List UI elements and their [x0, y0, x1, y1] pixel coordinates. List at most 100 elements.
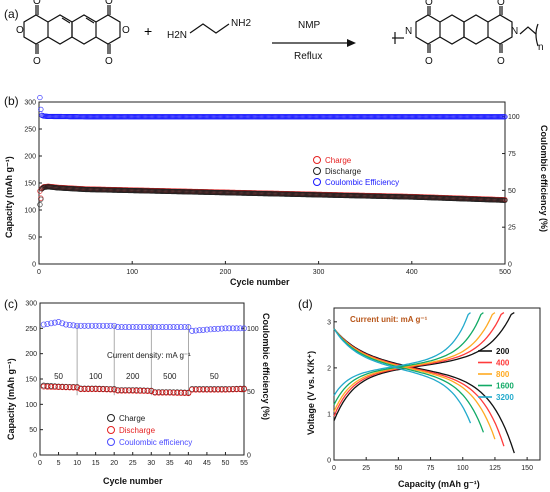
curve-d-charge-800 — [333, 312, 496, 412]
point-c-ce — [229, 325, 236, 332]
legend-b-charge: Charge — [325, 156, 352, 165]
curve-d-discharge-800 — [333, 328, 496, 440]
polyimide-structure — [392, 6, 539, 53]
chart-c-annotation: Current density: mA g⁻¹ — [107, 351, 191, 360]
point-c-discharge — [211, 386, 218, 393]
point-c-discharge — [237, 386, 244, 393]
point-c-ce — [241, 325, 247, 332]
point-c-discharge — [148, 388, 155, 395]
c-xtick-label: 35 — [166, 460, 174, 467]
panel-label-d: (d) — [298, 297, 313, 311]
point-c-discharge — [174, 389, 181, 396]
point-b-discharge — [502, 197, 508, 203]
chart-c-rate-label: 100 — [89, 372, 103, 381]
legend-c-ce: Coulombic efficiency — [119, 438, 192, 447]
curve-d-charge-400 — [333, 312, 505, 417]
point-c-discharge — [152, 389, 158, 396]
point-c-discharge — [85, 386, 92, 393]
chart-c-xlabel: Cycle number — [103, 476, 163, 486]
point-c-discharge — [155, 389, 162, 396]
point-c-discharge — [51, 384, 58, 390]
point-c-discharge — [207, 386, 214, 393]
point-b-discharge — [38, 196, 44, 202]
c-xtick-label: 15 — [92, 460, 100, 467]
chart-b-ylabel: Capacity (mAh g⁻¹) — [4, 156, 14, 238]
ntcda-oxygen-1: O — [33, 0, 41, 7]
chart-cycling: Cycle number Capacity (mAh g⁻¹) Coulombi… — [4, 94, 549, 287]
legend-c-ce-marker — [107, 438, 115, 446]
legend-c-discharge: Discharge — [119, 426, 156, 435]
c-xtick-label: 0 — [38, 460, 42, 467]
point-c-ce — [177, 324, 184, 331]
repeat-subscript-n: n — [538, 42, 544, 53]
point-c-discharge — [215, 386, 221, 393]
point-c-ce — [129, 324, 136, 331]
legend-b-discharge-marker — [313, 167, 321, 175]
point-c-discharge — [222, 386, 229, 393]
series-b-ce — [37, 94, 508, 120]
point-b-ce — [38, 106, 44, 112]
point-c-discharge — [133, 387, 140, 394]
point-c-ce — [88, 322, 95, 329]
polyimide-oxygen-3: O — [497, 0, 505, 8]
d-xtick-label: 125 — [489, 465, 501, 472]
point-c-ce — [103, 322, 110, 329]
chart-c-legend: Charge Discharge Coulombic efficiency — [107, 414, 192, 447]
point-c-ce — [237, 325, 244, 332]
d-ytick-label: 0 — [327, 458, 331, 465]
curve-d-charge-3200 — [333, 312, 471, 396]
point-c-ce — [51, 319, 58, 326]
legend-c-discharge-marker — [107, 426, 115, 434]
chart-d-frame — [333, 307, 541, 461]
point-c-ce — [63, 321, 69, 328]
d-xtick-label: 75 — [427, 465, 435, 472]
legend-d-label-800: 800 — [496, 370, 510, 379]
chart-d-xlabel: Capacity (mAh g⁻¹) — [398, 479, 480, 489]
point-c-discharge — [114, 387, 121, 394]
point-c-ce — [207, 326, 214, 333]
ntcda-oxygen-6: O — [122, 25, 130, 36]
c-xtick-label: 30 — [147, 460, 155, 467]
point-c-ce — [107, 322, 114, 329]
point-c-ce — [185, 324, 192, 331]
legend-b-ce: Coulombic Efficiency — [325, 178, 399, 187]
ntcda-oxygen-4: O — [105, 56, 113, 67]
solvent-label: NMP — [298, 20, 321, 31]
point-c-discharge — [218, 386, 225, 393]
point-c-ce — [92, 322, 99, 329]
point-c-ce — [170, 324, 177, 331]
c-ytick-label: 250 — [25, 326, 37, 333]
point-c-ce — [148, 324, 155, 331]
point-c-ce — [96, 322, 103, 329]
chart-c-rate-label: 500 — [163, 372, 177, 381]
b-xtick-label: 400 — [406, 269, 418, 276]
point-c-ce — [126, 324, 132, 331]
point-c-ce — [114, 324, 121, 331]
point-c-ce — [222, 325, 229, 332]
point-c-ce — [218, 325, 225, 332]
b-y2tick-label: 75 — [508, 151, 516, 158]
point-c-ce — [189, 327, 196, 334]
polyimide-oxygen-4: O — [497, 56, 505, 67]
panel-label-a: (a) — [4, 7, 19, 21]
legend-d-label-3200: 3200 — [496, 393, 514, 402]
plus-sign: + — [144, 23, 152, 39]
point-c-ce — [192, 327, 199, 334]
point-c-ce — [137, 324, 144, 331]
c-xtick-label: 5 — [57, 460, 61, 467]
chart-rate: Cycle number Capacity (mAh g⁻¹) Coulombi… — [6, 301, 271, 487]
polyimide-oxygen-2: O — [425, 56, 433, 67]
point-c-discharge — [59, 384, 66, 391]
b-ytick-label: 250 — [24, 127, 36, 134]
point-c-ce — [111, 322, 118, 329]
ntcda-structure — [23, 5, 121, 54]
point-c-discharge — [100, 386, 107, 393]
chart-c-rate-label: 50 — [54, 372, 63, 381]
d-xtick-label: 150 — [521, 465, 533, 472]
b-ytick-label: 50 — [28, 235, 36, 242]
series-c-discharge — [40, 383, 247, 397]
b-xtick-label: 300 — [313, 269, 325, 276]
point-c-ce — [215, 325, 221, 332]
point-c-ce — [40, 321, 47, 328]
point-c-ce — [233, 325, 240, 332]
